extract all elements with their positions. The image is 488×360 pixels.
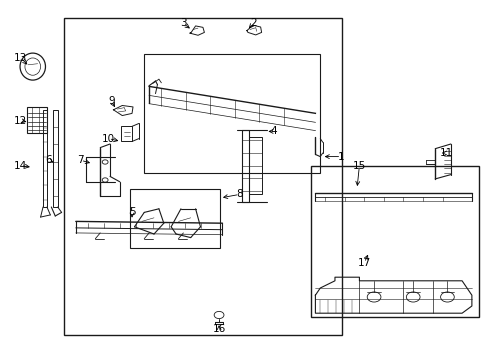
- Text: 15: 15: [352, 161, 366, 171]
- Text: 17: 17: [357, 258, 370, 268]
- Bar: [27, 107, 47, 133]
- Bar: [129, 189, 220, 248]
- Text: 7: 7: [77, 155, 84, 165]
- Text: 13: 13: [14, 53, 27, 63]
- Text: 5: 5: [128, 207, 135, 217]
- Bar: [121, 126, 132, 141]
- Text: 6: 6: [45, 155, 52, 165]
- Text: 14: 14: [14, 161, 27, 171]
- Text: 9: 9: [108, 96, 115, 106]
- Bar: [249, 137, 261, 194]
- Text: 8: 8: [236, 189, 243, 199]
- Text: 11: 11: [438, 148, 452, 158]
- Text: 12: 12: [14, 116, 27, 126]
- Text: 16: 16: [212, 324, 225, 334]
- Bar: [242, 130, 249, 202]
- Bar: [53, 110, 58, 207]
- Text: 3: 3: [180, 18, 186, 28]
- Text: 1: 1: [337, 152, 344, 162]
- Bar: [63, 18, 342, 335]
- Bar: [144, 54, 320, 173]
- Text: 10: 10: [102, 134, 115, 144]
- Text: 2: 2: [249, 18, 256, 28]
- Bar: [310, 166, 478, 317]
- Text: 4: 4: [270, 126, 277, 136]
- Bar: [43, 110, 47, 207]
